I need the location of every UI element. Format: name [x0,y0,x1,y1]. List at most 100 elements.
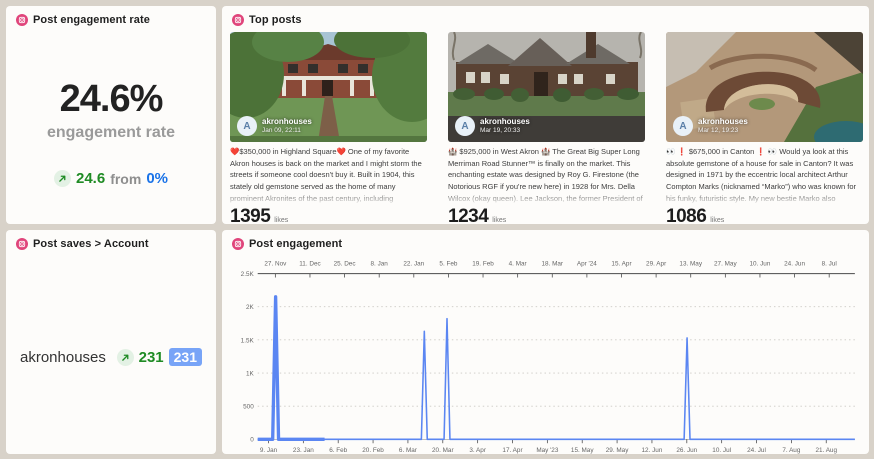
house-photo-illustration [230,32,427,142]
svg-text:6. Mar: 6. Mar [399,447,418,454]
post-saves-panel: Post saves > Account akronhouses 231 231 [6,230,216,454]
post-overlay: A akronhouses Mar 12, 19:23 [673,116,748,136]
post-likes: 1086 likes [666,206,863,228]
svg-text:20. Feb: 20. Feb [362,447,384,454]
post-caption: 👀 ❗ $675,000 in Canton ❗ 👀 Would ya look… [666,146,863,204]
post-image-1[interactable]: A akronhouses Jan 09, 22:11 [230,32,427,142]
change-baseline: 0% [146,170,168,187]
svg-text:8. Jul: 8. Jul [822,261,837,268]
svg-text:Apr '24: Apr '24 [577,261,597,268]
post-card-1[interactable]: A akronhouses Jan 09, 22:11 ❤️$350,000 i… [230,32,427,228]
engagement-rate-value: 24.6% [59,78,164,120]
post-overlay: A akronhouses Mar 19, 20:33 [455,116,530,136]
avatar: A [673,116,693,136]
svg-text:25. Dec: 25. Dec [334,261,357,268]
change-from-label: from [110,170,142,187]
svg-text:10. Jul: 10. Jul [712,447,731,454]
svg-text:24. Jun: 24. Jun [784,261,805,268]
svg-text:4. Mar: 4. Mar [509,261,528,268]
post-card-3[interactable]: A akronhouses Mar 12, 19:23 👀 ❗ $675,000… [666,32,863,228]
engagement-line-chart[interactable]: 27. Nov 11. Dec 25. Dec 8. Jan 22. Jan 5. Feb… [222,252,869,454]
post-engagement-chart-panel: Post engagement 27. Nov 11. Dec 25. Dec 8. … [222,230,869,454]
arrow-up-right-icon [116,348,134,366]
panel-title: Post engagement rate [33,14,150,26]
svg-text:11. Dec: 11. Dec [299,261,321,268]
svg-text:12. Jun: 12. Jun [642,447,663,454]
post-date: Mar 12, 19:23 [698,126,739,134]
post-image-3[interactable]: A akronhouses Mar 12, 19:23 [666,32,863,142]
svg-text:27. May: 27. May [714,261,737,268]
post-image-2[interactable]: A akronhouses Mar 19, 20:33 [448,32,645,142]
house-photo-illustration [666,32,863,142]
svg-text:15. May: 15. May [571,447,594,454]
post-username: akronhouses [698,116,748,126]
avatar: A [237,116,257,136]
svg-text:9. Jan: 9. Jan [260,447,278,454]
svg-text:21. Aug: 21. Aug [815,447,837,454]
avatar: A [455,116,475,136]
svg-text:29. May: 29. May [606,447,629,454]
panel-header: Post saves > Account [6,230,216,252]
svg-text:500: 500 [243,404,254,411]
arrow-up-right-icon [53,170,71,187]
house-photo-illustration [448,32,645,142]
svg-text:5. Feb: 5. Feb [439,261,457,268]
svg-text:2.5K: 2.5K [241,271,255,278]
svg-text:15. Apr: 15. Apr [611,261,632,268]
account-name: akronhouses [20,348,106,366]
panel-header: Post engagement [222,230,869,252]
likes-label: likes [710,217,725,224]
saves-count-badge: 231 [168,348,202,366]
svg-text:0: 0 [250,437,254,444]
likes-count: 1234 [448,206,489,227]
panel-header: Top posts [222,6,869,28]
svg-text:10. Jun: 10. Jun [750,261,771,268]
post-likes: 1395 likes [230,206,427,228]
svg-text:18. Mar: 18. Mar [541,261,563,268]
post-username: akronhouses [480,116,530,126]
svg-text:23. Jan: 23. Jan [293,447,314,454]
svg-text:13. May: 13. May [679,261,702,268]
likes-count: 1395 [230,206,271,227]
svg-text:1.5K: 1.5K [241,337,255,344]
post-overlay: A akronhouses Jan 09, 22:11 [237,116,312,136]
svg-text:1K: 1K [246,370,255,377]
post-engagement-rate-panel: Post engagement rate 24.6% engagement ra… [6,6,216,224]
post-username: akronhouses [262,116,312,126]
svg-text:8. Jan: 8. Jan [371,261,389,268]
instagram-icon [16,14,28,26]
top-posts-panel: Top posts [222,6,869,227]
svg-text:24. Jul: 24. Jul [747,447,766,454]
post-date: Mar 19, 20:33 [480,126,521,134]
post-date: Jan 09, 22:11 [262,126,301,134]
svg-text:6. Feb: 6. Feb [329,447,347,454]
panel-title: Post saves > Account [33,238,149,250]
post-cards: A akronhouses Jan 09, 22:11 ❤️$350,000 i… [222,28,869,228]
post-caption: 🏰 $925,000 in West Akron 🏰 The Great Big… [448,146,645,204]
saves-change-value: 231 [138,348,164,366]
svg-text:2K: 2K [246,304,255,311]
engagement-rate-label: engagement rate [46,124,176,141]
engagement-rate-value-block: 24.6% engagement rate [6,80,216,142]
likes-label: likes [492,217,507,224]
svg-text:3. Apr: 3. Apr [469,447,486,454]
account-saves-row: akronhouses 231 231 [6,348,216,366]
likes-count: 1086 [666,206,707,227]
panel-header: Post engagement rate [6,6,216,28]
change-indicator: 24.6 from 0% [6,170,216,187]
svg-text:20. Mar: 20. Mar [432,447,454,454]
instagram-icon [232,14,244,26]
likes-label: likes [274,217,289,224]
svg-text:May '23: May '23 [536,447,559,454]
svg-text:26. Jun: 26. Jun [676,447,697,454]
panel-title: Post engagement [249,238,343,250]
svg-text:29. Apr: 29. Apr [646,261,667,268]
post-card-2[interactable]: A akronhouses Mar 19, 20:33 🏰 $925,000 i… [448,32,645,228]
instagram-icon [16,238,28,250]
panel-title: Top posts [249,14,302,26]
instagram-icon [232,238,244,250]
change-value: 24.6 [75,170,106,187]
svg-text:17. Apr: 17. Apr [502,447,523,454]
post-caption: ❤️$350,000 in Highland Square❤️ One of m… [230,146,427,204]
